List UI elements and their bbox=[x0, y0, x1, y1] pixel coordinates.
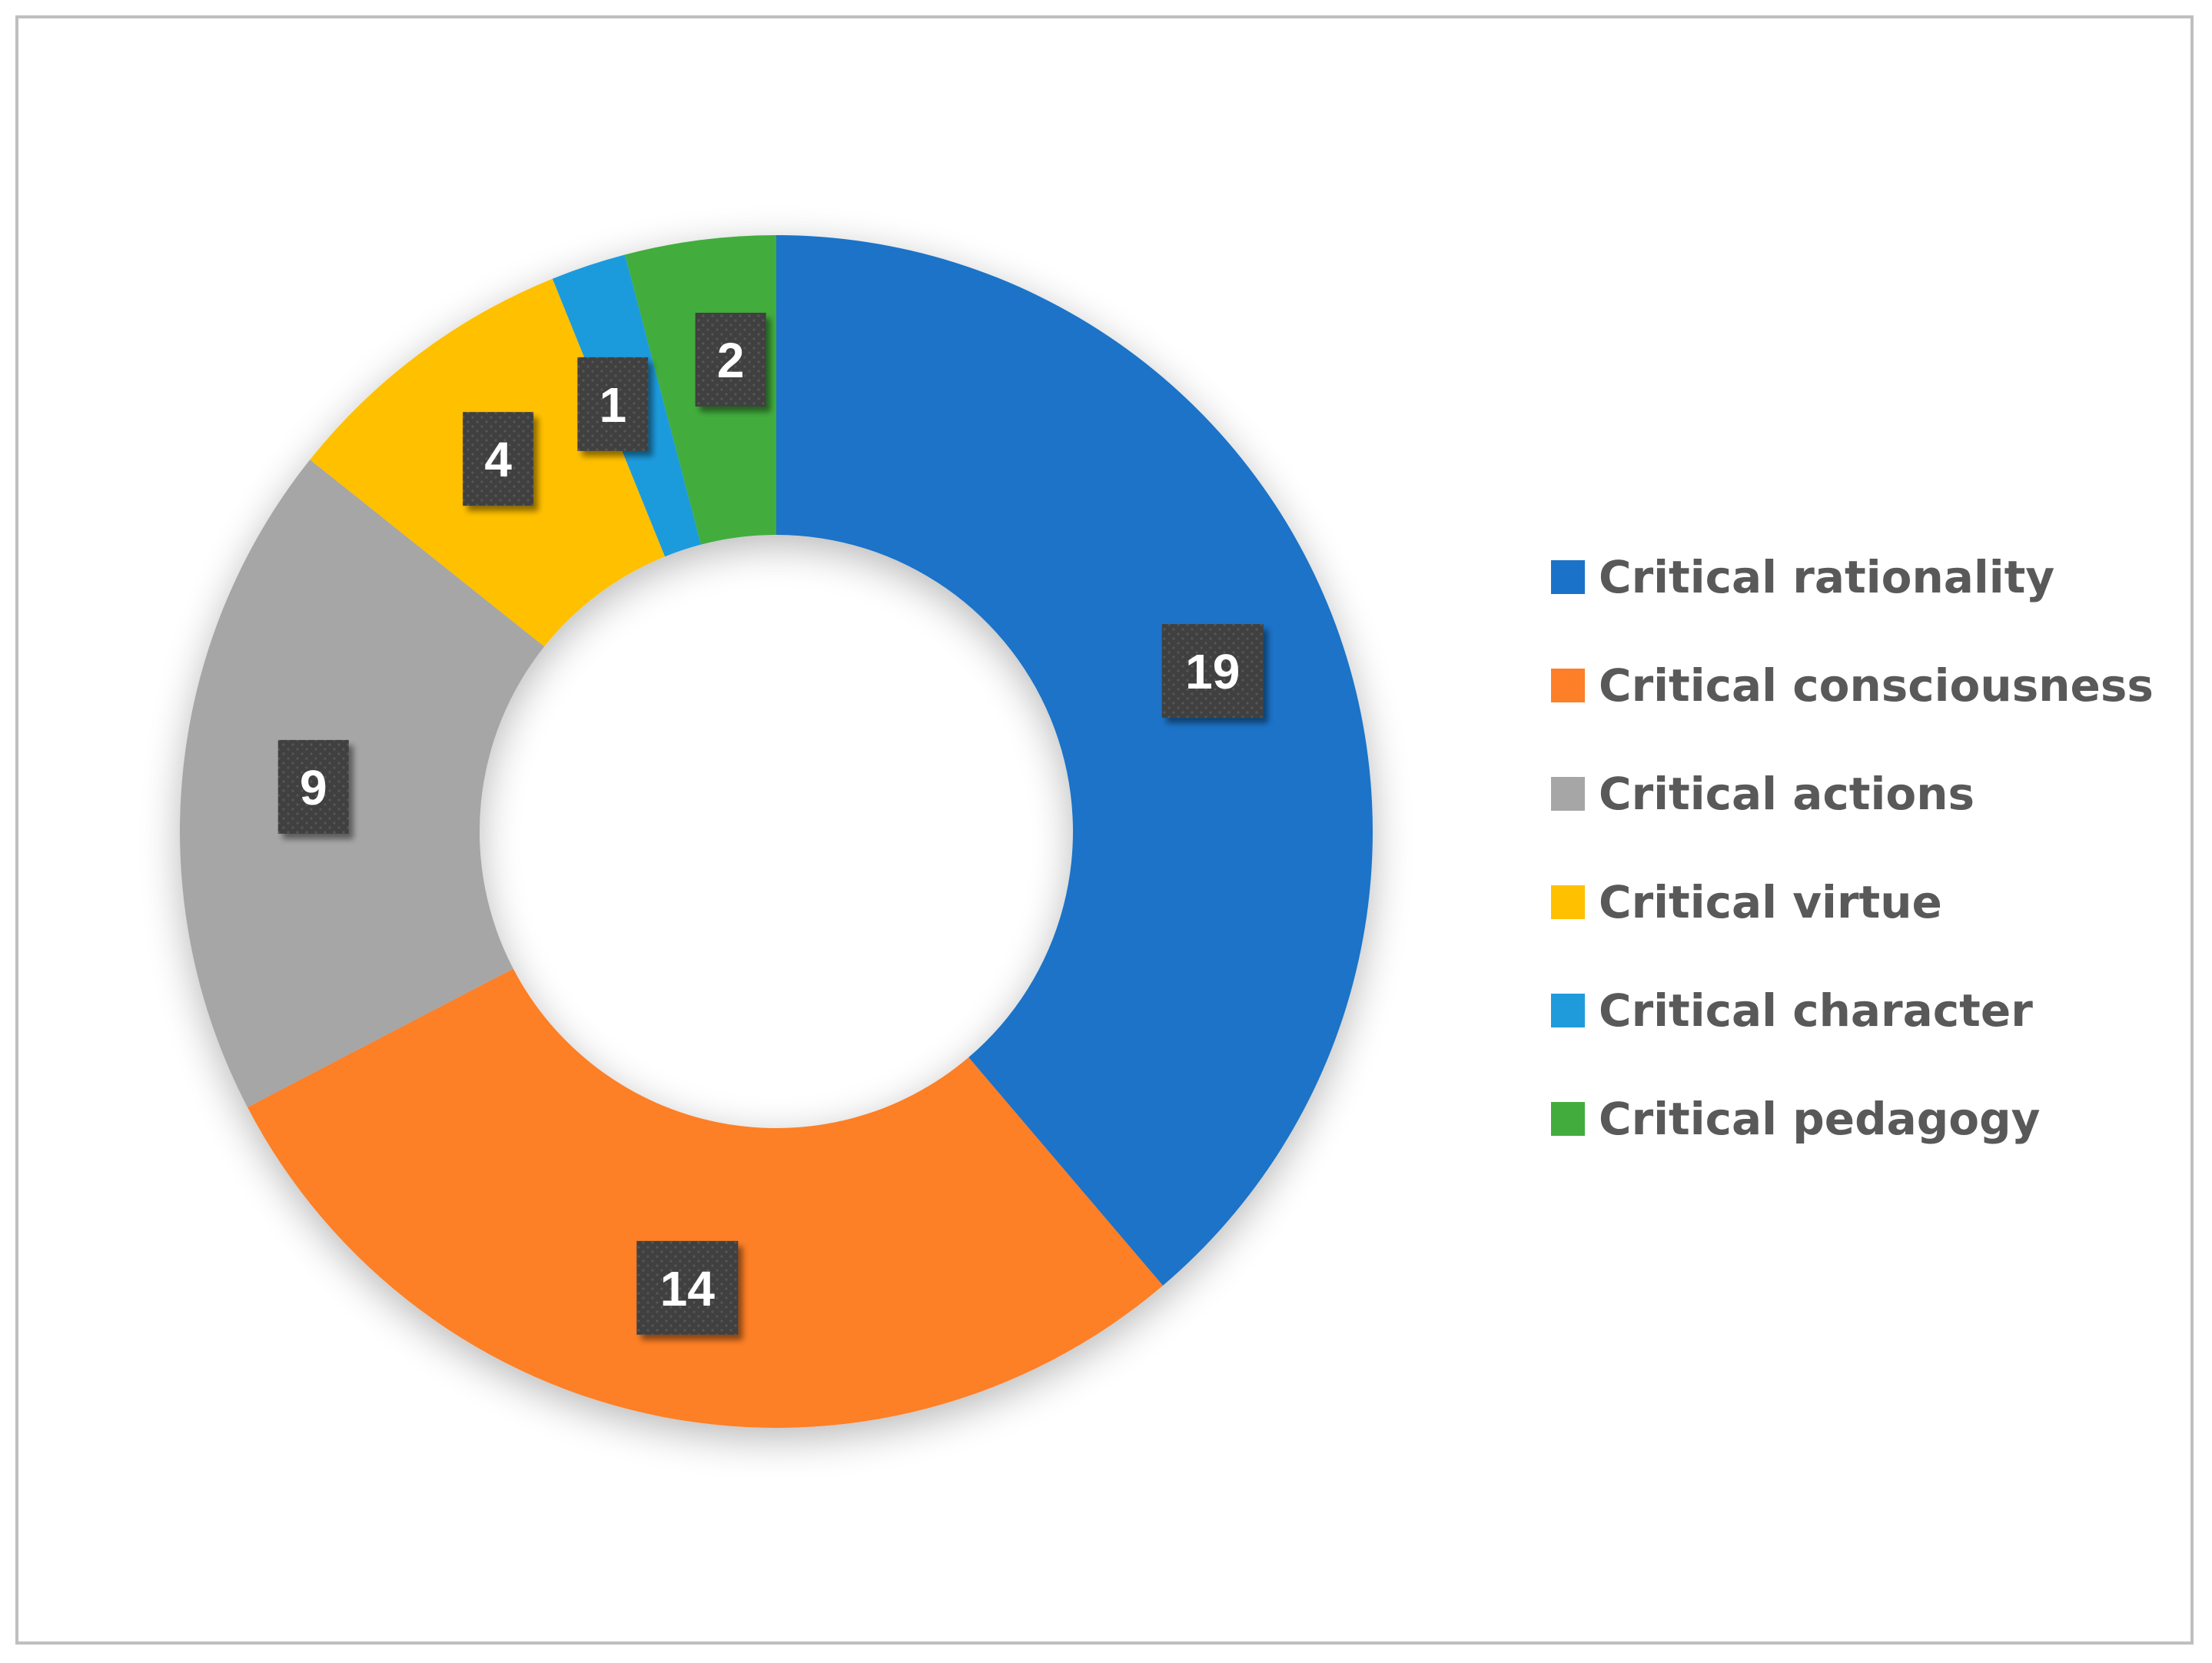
data-label-box bbox=[636, 1240, 739, 1335]
legend-swatch bbox=[1551, 1101, 1585, 1136]
data-label-value: 2 bbox=[717, 333, 745, 388]
legend-item-critical-virtue: Critical virtue bbox=[1551, 848, 2154, 956]
legend-label: Critical character bbox=[1599, 984, 2033, 1037]
data-label-box bbox=[463, 412, 534, 506]
data-label-value: 9 bbox=[300, 760, 327, 815]
legend-label: Critical consciousness bbox=[1599, 659, 2154, 712]
data-label-box bbox=[695, 312, 766, 407]
data-label-box bbox=[577, 357, 649, 451]
data-label-box bbox=[277, 739, 349, 834]
legend-label: Critical rationality bbox=[1599, 550, 2055, 603]
legend: Critical rationality Critical consciousne… bbox=[1551, 523, 2154, 1173]
data-label-value: 19 bbox=[1185, 644, 1240, 699]
data-label-value: 14 bbox=[660, 1261, 716, 1316]
data-label-critical-character: 1 bbox=[577, 357, 649, 451]
data-label-box bbox=[1161, 624, 1264, 719]
legend-item-critical-actions: Critical actions bbox=[1551, 739, 2154, 848]
data-label-critical-rationality: 19 bbox=[1161, 624, 1264, 719]
legend-item-critical-character: Critical character bbox=[1551, 956, 2154, 1064]
data-label-critical-actions: 9 bbox=[277, 739, 349, 834]
data-label-critical-consciousness: 14 bbox=[636, 1240, 739, 1335]
legend-item-critical-rationality: Critical rationality bbox=[1551, 523, 2154, 631]
slice-critical-actions bbox=[179, 460, 545, 1107]
legend-item-critical-pedagogy: Critical pedagogy bbox=[1551, 1064, 2154, 1173]
data-labels: 19 14 9 4 1 2 bbox=[277, 312, 1264, 1335]
legend-label: Critical virtue bbox=[1599, 875, 1942, 928]
slice-critical-consciousness bbox=[247, 968, 1164, 1428]
legend-swatch bbox=[1551, 993, 1585, 1027]
donut-slices bbox=[179, 235, 1373, 1428]
data-label-value: 4 bbox=[484, 432, 512, 487]
legend-label: Critical actions bbox=[1599, 767, 1975, 820]
legend-swatch bbox=[1551, 668, 1585, 702]
slice-critical-rationality bbox=[776, 235, 1373, 1286]
data-label-critical-virtue: 4 bbox=[463, 412, 534, 506]
legend-item-critical-consciousness: Critical consciousness bbox=[1551, 631, 2154, 739]
legend-swatch bbox=[1551, 559, 1585, 594]
data-label-critical-pedagogy: 2 bbox=[695, 312, 766, 407]
legend-swatch bbox=[1551, 776, 1585, 811]
data-label-value: 1 bbox=[599, 377, 627, 433]
legend-label: Critical pedagogy bbox=[1599, 1092, 2041, 1145]
legend-swatch bbox=[1551, 885, 1585, 919]
